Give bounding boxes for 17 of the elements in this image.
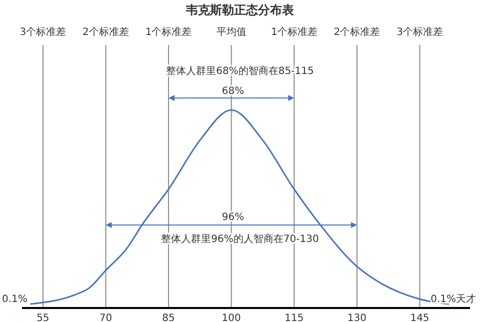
x-tick-label: 115: [284, 313, 304, 322]
annotation: 0.1%天才: [430, 293, 476, 305]
ref-line-label: 1个标准差: [270, 26, 318, 38]
x-tick-label: 100: [222, 313, 241, 322]
x-tick-label: 70: [99, 313, 112, 322]
x-tick-label: 85: [162, 313, 175, 322]
ref-line-label: 1个标准差: [145, 26, 192, 38]
ref-line-label: 2个标准差: [82, 26, 129, 38]
x-tick-label: 55: [36, 313, 50, 322]
x-tick-label: 130: [347, 313, 366, 322]
chart-title: 韦克斯勒正态分布表: [185, 3, 295, 17]
ref-line-label: 2个标准差: [334, 26, 380, 38]
annotation: 0.1%: [2, 294, 28, 305]
x-tick-label: 145: [410, 313, 430, 322]
ref-line-label: 3个标准差: [396, 26, 443, 38]
ref-line-label: 平均值: [216, 26, 246, 38]
ref-line-label: 3个标准差: [20, 26, 66, 38]
